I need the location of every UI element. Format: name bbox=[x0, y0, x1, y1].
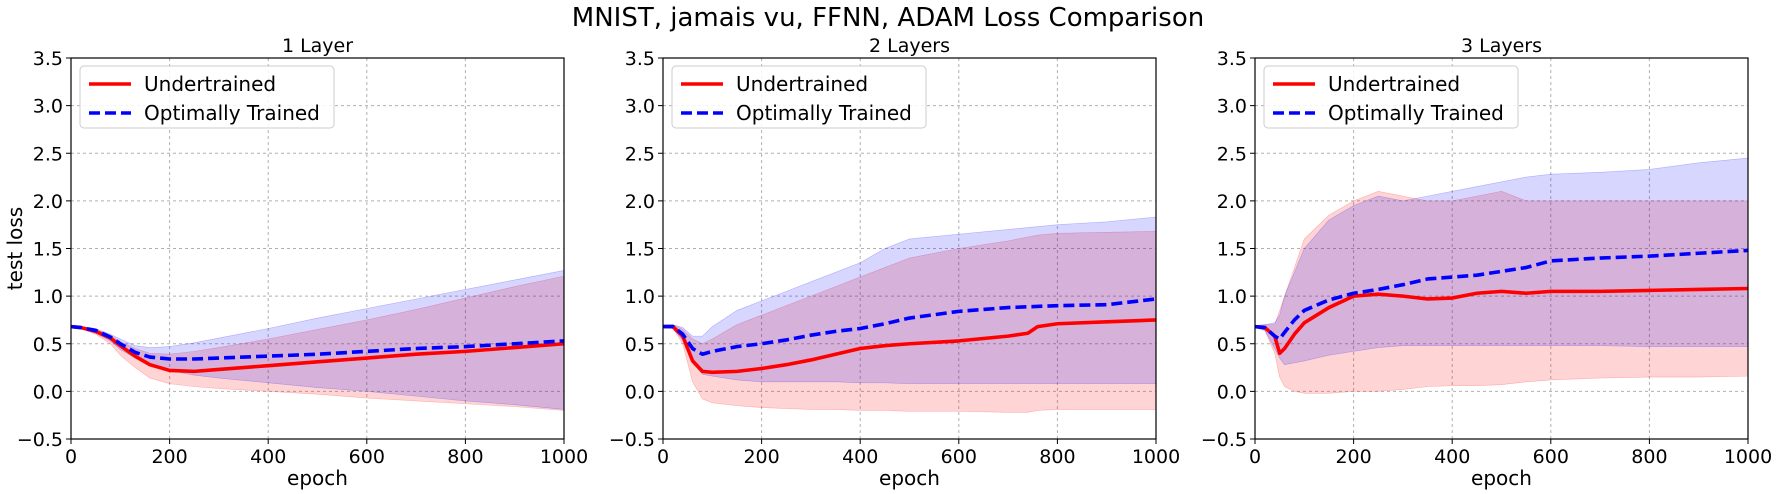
y-tick-label: 1.5 bbox=[1217, 239, 1247, 261]
x-tick-label: 800 bbox=[447, 446, 483, 468]
chart-panels: 0 200 400 600 800 1000 −0.5 0.0 0.5 1.0 1.5 2.0 2.5 3… bbox=[3, 35, 1772, 490]
y-tick-label: 2.5 bbox=[1217, 143, 1247, 165]
x-tick-label: 1000 bbox=[540, 446, 588, 468]
band-optimally-trained bbox=[1255, 157, 1748, 366]
legend: Undertrained Optimally Trained bbox=[79, 65, 335, 129]
line-optimally-trained bbox=[1255, 248, 1748, 341]
plot-area bbox=[71, 270, 564, 411]
y-tick-label: 1.0 bbox=[625, 286, 655, 308]
x-tick-label: 200 bbox=[151, 446, 187, 468]
plot-area bbox=[663, 216, 1156, 413]
panel-title: 1 Layer bbox=[282, 35, 353, 57]
figure-title: MNIST, jamais vu, FFNN, ADAM Loss Compar… bbox=[572, 3, 1204, 33]
y-tick-label: −0.5 bbox=[17, 429, 63, 451]
x-tick-label: 400 bbox=[250, 446, 286, 468]
x-tick-label: 200 bbox=[1335, 446, 1371, 468]
y-tick-label: 0.5 bbox=[1217, 334, 1247, 356]
y-tick-label: 0.0 bbox=[1217, 381, 1247, 403]
x-tick-label: 600 bbox=[349, 446, 385, 468]
line-optimally-trained bbox=[71, 324, 564, 361]
y-tick-label: 3.5 bbox=[33, 48, 63, 70]
x-tick-label: 1000 bbox=[1132, 446, 1180, 468]
x-axis-label: epoch bbox=[1471, 466, 1532, 490]
x-tick-label: 400 bbox=[1434, 446, 1470, 468]
legend-box bbox=[79, 65, 335, 129]
y-tick-label: 0.5 bbox=[33, 334, 63, 356]
line-undertrained bbox=[663, 318, 1156, 375]
band-undertrained bbox=[663, 231, 1156, 413]
y-tick-label: 2.0 bbox=[625, 191, 655, 213]
legend-label: Optimally Trained bbox=[144, 101, 320, 125]
legend-label: Undertrained bbox=[144, 72, 276, 96]
y-axis-label: test loss bbox=[3, 207, 27, 290]
y-tick-label: 2.0 bbox=[33, 191, 63, 213]
legend-label: Optimally Trained bbox=[736, 101, 912, 125]
y-tick-label: 2.5 bbox=[33, 143, 63, 165]
x-tick-label: 600 bbox=[1533, 446, 1569, 468]
legend-label: Undertrained bbox=[1328, 72, 1460, 96]
x-tick-label: 600 bbox=[941, 446, 977, 468]
line-optimally-trained bbox=[663, 297, 1156, 357]
x-tick-label: 1000 bbox=[1724, 446, 1772, 468]
panel-title: 3 Layers bbox=[1461, 35, 1542, 57]
y-tick-label: 1.0 bbox=[33, 286, 63, 308]
legend-box bbox=[1263, 65, 1519, 129]
y-tick-label: 3.0 bbox=[33, 96, 63, 118]
y-tick-label: 3.5 bbox=[625, 48, 655, 70]
y-tick-label: 2.5 bbox=[625, 143, 655, 165]
line-undertrained bbox=[1255, 286, 1748, 356]
chart-panel-1: 0 200 400 600 800 1000 −0.5 0.0 0.5 1.0 1.5 2.0 2.5 3… bbox=[3, 35, 588, 490]
legend-label: Optimally Trained bbox=[1328, 101, 1504, 125]
y-tick-label: 3.0 bbox=[625, 96, 655, 118]
chart-panel-2: 0 200 400 600 800 1000 −0.5 0.0 0.5 1.0 1.5 2.0 2.5 3… bbox=[609, 35, 1180, 490]
y-tick-label: 0.5 bbox=[625, 334, 655, 356]
y-tick-label: 3.5 bbox=[1217, 48, 1247, 70]
y-tick-label: 1.0 bbox=[1217, 286, 1247, 308]
y-tick-label: 1.5 bbox=[33, 239, 63, 261]
y-tick-label: 1.5 bbox=[625, 239, 655, 261]
band-optimally-trained bbox=[71, 270, 564, 410]
x-tick-label: 0 bbox=[1249, 446, 1261, 468]
legend-box bbox=[671, 65, 927, 129]
x-tick-label: 800 bbox=[1631, 446, 1667, 468]
x-tick-label: 200 bbox=[743, 446, 779, 468]
legend: Undertrained Optimally Trained bbox=[671, 65, 927, 129]
x-axis-label: epoch bbox=[879, 466, 940, 490]
y-tick-label: 2.0 bbox=[1217, 191, 1247, 213]
x-tick-label: 400 bbox=[842, 446, 878, 468]
y-tick-label: 0.0 bbox=[33, 381, 63, 403]
panel-title: 2 Layers bbox=[869, 35, 950, 57]
band-optimally-trained bbox=[663, 216, 1156, 385]
y-tick-label: −0.5 bbox=[609, 429, 655, 451]
legend-label: Undertrained bbox=[736, 72, 868, 96]
plot-area bbox=[1255, 157, 1748, 394]
chart-panel-3: 0 200 400 600 800 1000 −0.5 0.0 0.5 1.0 1.5 2.0 2.5 3… bbox=[1201, 35, 1772, 490]
y-tick-label: 3.0 bbox=[1217, 96, 1247, 118]
y-tick-label: −0.5 bbox=[1201, 429, 1247, 451]
x-tick-label: 0 bbox=[65, 446, 77, 468]
band-undertrained bbox=[71, 275, 564, 411]
x-tick-label: 800 bbox=[1039, 446, 1075, 468]
x-axis-label: epoch bbox=[287, 466, 348, 490]
x-tick-label: 0 bbox=[657, 446, 669, 468]
y-tick-label: 0.0 bbox=[625, 381, 655, 403]
legend: Undertrained Optimally Trained bbox=[1263, 65, 1519, 129]
